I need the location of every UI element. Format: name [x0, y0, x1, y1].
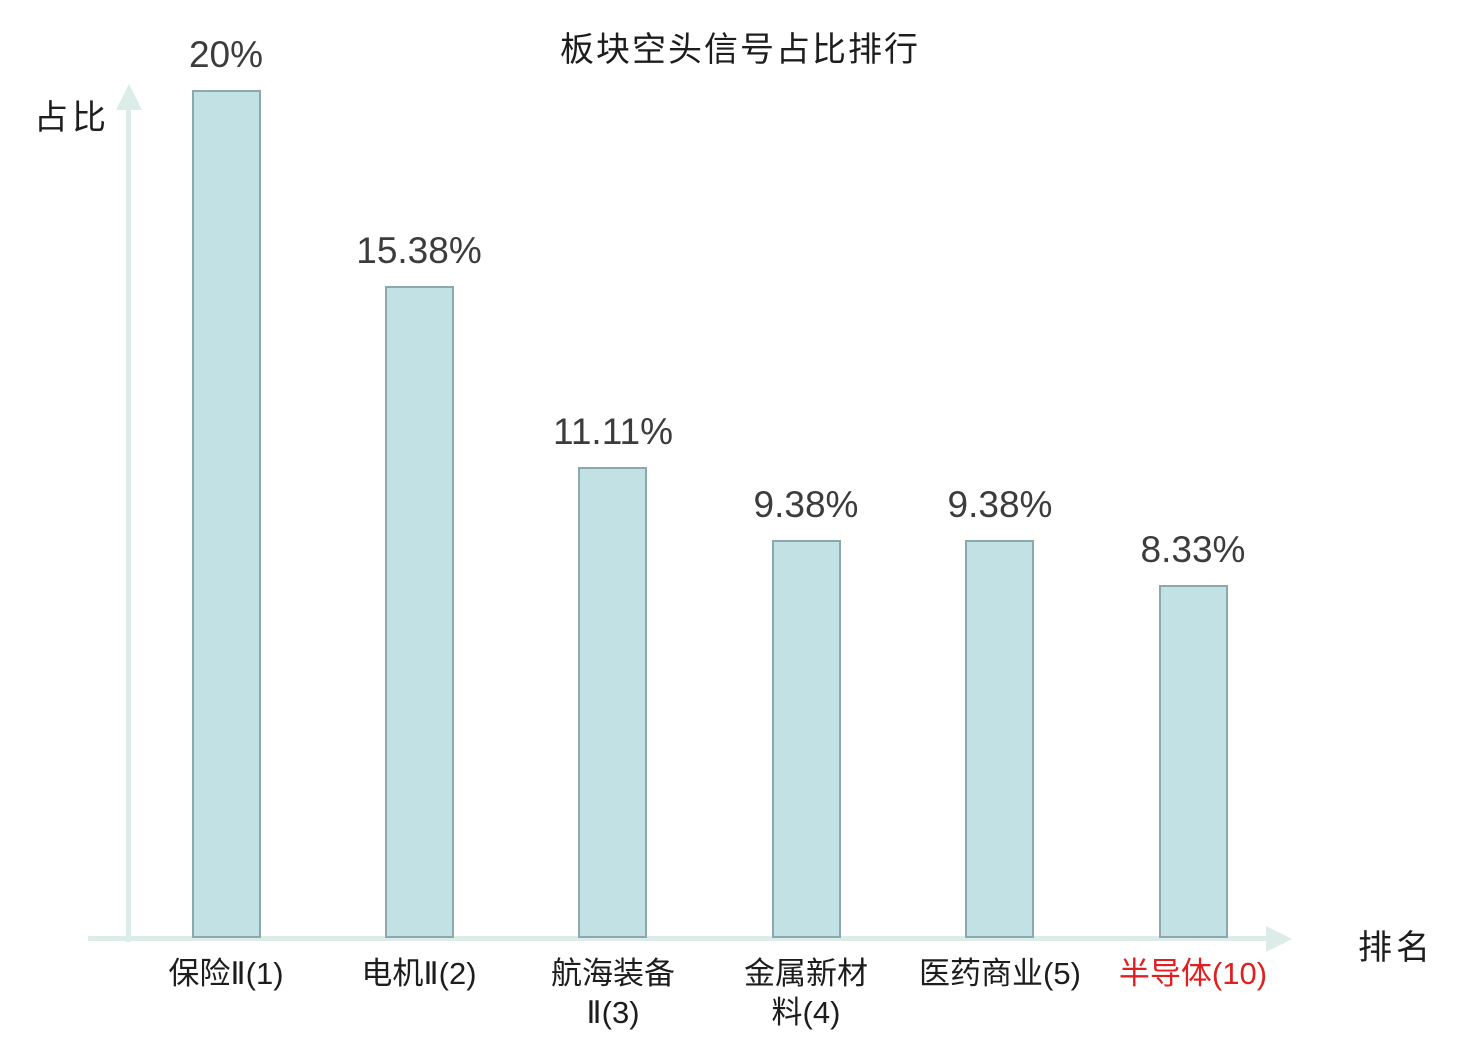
y-axis-arrow-icon — [116, 84, 142, 110]
category-label-line: 半导体(10) — [1118, 956, 1268, 991]
y-axis-line — [126, 102, 131, 942]
category-label-line: Ⅱ(3) — [586, 995, 640, 1030]
category-label-line: 医药商业(5) — [919, 956, 1081, 991]
bar-value-label: 9.38% — [947, 484, 1053, 525]
bar — [578, 467, 647, 938]
bar — [1159, 585, 1228, 938]
bar — [385, 286, 454, 938]
bar — [772, 540, 841, 938]
bar-value-label: 11.11% — [553, 411, 673, 452]
category-label-line: 电机Ⅱ(2) — [361, 956, 477, 991]
bar — [192, 90, 261, 938]
bar-value-label: 9.38% — [753, 484, 859, 525]
bar-value-label: 20% — [188, 34, 264, 75]
category-label: 保险Ⅱ(1) — [106, 954, 346, 993]
category-label: 半导体(10) — [1073, 954, 1313, 993]
category-label: 航海装备 Ⅱ(3) — [493, 954, 733, 1032]
bar-value-label: 8.33% — [1140, 529, 1246, 570]
category-label: 金属新材料(4) — [686, 954, 926, 1032]
category-label-line: 金属新材 — [744, 956, 868, 991]
category-label-line: 航海装备 — [551, 956, 675, 991]
x-axis-arrow-icon — [1266, 926, 1292, 952]
x-axis-label: 排名 — [1358, 929, 1434, 967]
x-axis-line — [88, 936, 1268, 941]
bar — [965, 540, 1034, 938]
bar-value-label: 15.38% — [356, 230, 482, 271]
y-axis-label: 占比 — [34, 99, 110, 137]
category-label-line: 保险Ⅱ(1) — [168, 956, 284, 991]
category-label-line: 料(4) — [771, 995, 841, 1030]
category-label: 电机Ⅱ(2) — [299, 954, 539, 993]
category-label: 医药商业(5) — [880, 954, 1120, 993]
chart-title: 板块空头信号占比排行 — [560, 31, 920, 69]
